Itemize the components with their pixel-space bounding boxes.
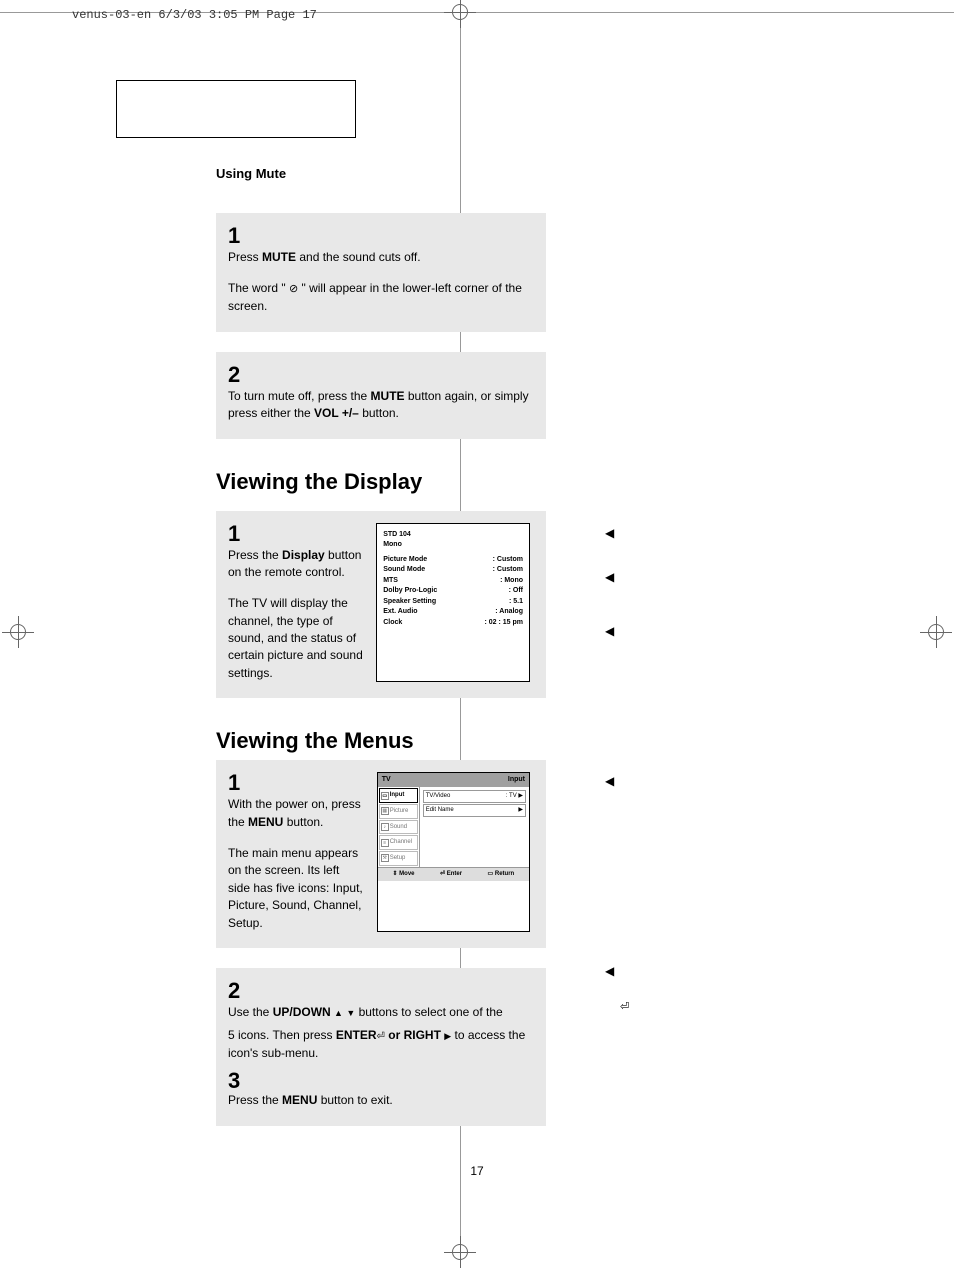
mute-icon: ⊘ — [289, 283, 298, 295]
section-heading: Viewing the Menus — [216, 728, 846, 754]
osd-row: Picture Mode: Custom — [383, 555, 523, 566]
enter-icon: ⏎ — [377, 1031, 385, 1042]
left-arrow-icon: ◀ — [605, 570, 614, 584]
right-arrow-icon: ▶ — [518, 793, 523, 799]
setup-icon: ⚒ — [381, 854, 389, 862]
osd-tab: ≡Channel — [379, 835, 418, 850]
step-text: Use the UP/DOWN ▲ ▼ buttons to select on… — [228, 1004, 530, 1021]
input-icon: ▭ — [381, 792, 389, 800]
osd-row: Speaker Setting: 5.1 — [383, 597, 523, 608]
osd-row: TV/Video: TV ▶ — [423, 790, 526, 803]
step-block: 2 To turn mute off, press the MUTE butto… — [216, 352, 546, 439]
step-text: The main menu appears on the screen. Its… — [228, 845, 365, 932]
step-text: Press the Display button on the remote c… — [228, 547, 364, 582]
sound-icon: ♪ — [381, 823, 389, 831]
step-text: Press MUTE and the sound cuts off. — [228, 249, 530, 266]
return-icon: ▭ — [488, 871, 494, 877]
step-block: 2 Use the UP/DOWN ▲ ▼ buttons to select … — [216, 968, 546, 1126]
osd-line: STD 104 — [383, 530, 523, 541]
step-number: 1 — [228, 772, 365, 794]
osd-tab: ⚒Setup — [379, 851, 418, 866]
step-text: With the power on, press the MENU button… — [228, 796, 365, 831]
right-arrow-icon: ▶ — [444, 1031, 451, 1041]
crop-line — [18, 616, 19, 648]
step-text: The TV will display the channel, the typ… — [228, 595, 364, 682]
channel-icon: ≡ — [381, 839, 389, 847]
osd-row: Dolby Pro-Logic: Off — [383, 586, 523, 597]
step-block: 1 With the power on, press the MENU butt… — [216, 760, 546, 948]
step-text: 5 icons. Then press ENTER⏎ or RIGHT ▶ to… — [228, 1027, 530, 1062]
step-number: 1 — [228, 225, 530, 247]
step-text: The word " ⊘ " will appear in the lower-… — [228, 280, 530, 315]
step-block: 1 Press the Display button on the remote… — [216, 511, 546, 699]
crop-line — [460, 0, 461, 28]
osd-row: MTS: Mono — [383, 576, 523, 587]
display-osd-figure: STD 104 Mono Picture Mode: Custom Sound … — [376, 523, 530, 683]
osd-line: Mono — [383, 540, 523, 551]
osd-tab: ▦Picture — [379, 804, 418, 819]
crop-line — [936, 616, 937, 648]
left-arrow-icon: ◀ — [605, 624, 614, 638]
left-arrow-icon: ◀ — [605, 526, 614, 540]
osd-side-tabs: ▭Input ▦Picture ♪Sound ≡Channel ⚒Setup — [378, 787, 420, 866]
step-text: To turn mute off, press the MUTE button … — [228, 388, 530, 423]
osd-tab: ▭Input — [379, 788, 418, 803]
osd-footer: ⇕ Move ⏎ Enter ▭ Return — [378, 867, 529, 881]
osd-row: Clock: 02 : 15 pm — [383, 618, 523, 629]
step-number: 2 — [228, 980, 530, 1002]
osd-row: Ext. Audio: Analog — [383, 607, 523, 618]
up-arrow-icon: ▲ — [334, 1008, 343, 1018]
chapter-box — [116, 80, 356, 138]
menu-osd-figure: TV Input ▭Input ▦Picture ♪Sound ≡Channel… — [377, 772, 530, 932]
osd-row: Edit Name▶ — [423, 804, 526, 817]
left-arrow-icon: ◀ — [605, 964, 614, 978]
step-block: 1 Press MUTE and the sound cuts off. The… — [216, 213, 546, 332]
down-arrow-icon: ▼ — [346, 1008, 355, 1018]
osd-row: Sound Mode: Custom — [383, 565, 523, 576]
section-subheading: Using Mute — [216, 166, 846, 181]
step-number: 2 — [228, 364, 530, 386]
enter-icon: ⏎ — [620, 1000, 629, 1013]
enter-icon: ⏎ — [440, 871, 445, 877]
step-number: 1 — [228, 523, 364, 545]
picture-icon: ▦ — [381, 807, 389, 815]
step-text: Press the MENU button to exit. — [228, 1092, 530, 1109]
page-number: 17 — [0, 1164, 954, 1178]
osd-tab: ♪Sound — [379, 820, 418, 835]
crop-line — [460, 1236, 461, 1268]
osd-titlebar: TV Input — [378, 773, 529, 787]
section-heading: Viewing the Display — [216, 469, 846, 495]
step-number: 3 — [228, 1070, 530, 1092]
updown-icon: ⇕ — [392, 871, 397, 877]
right-arrow-icon: ▶ — [518, 806, 523, 815]
left-arrow-icon: ◀ — [605, 774, 614, 788]
print-slug: venus-03-en 6/3/03 3:05 PM Page 17 — [72, 8, 317, 22]
osd-main: TV/Video: TV ▶ Edit Name▶ — [420, 787, 529, 866]
